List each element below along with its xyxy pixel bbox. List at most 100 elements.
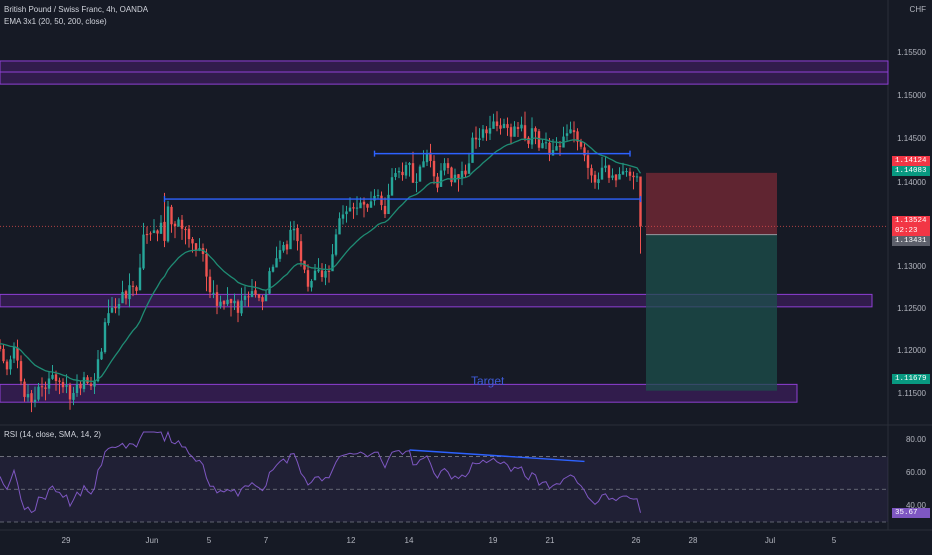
candle-body <box>404 165 408 176</box>
candle-body <box>226 299 229 305</box>
candle-body <box>628 171 632 176</box>
candle-body <box>457 174 460 180</box>
candle-body <box>327 270 331 272</box>
candle-body <box>499 125 502 129</box>
ema-indicator-legend[interactable]: EMA 3x1 (20, 50, 200, close) <box>4 17 107 26</box>
candle-body <box>208 276 212 293</box>
candle-body <box>233 300 236 304</box>
candle-body <box>114 307 117 309</box>
candle-body <box>632 175 635 178</box>
time-label: 5 <box>831 536 837 545</box>
candle-body <box>65 385 68 387</box>
candle-body <box>184 229 187 231</box>
candle-body <box>369 201 373 208</box>
price-tick: 1.12500 <box>897 304 926 313</box>
candle-body <box>163 221 166 241</box>
candle-body <box>100 351 103 360</box>
candle-body <box>485 129 488 134</box>
candle-body <box>446 163 450 168</box>
candle-body <box>152 230 156 234</box>
candle-body <box>548 142 551 155</box>
candle-body <box>429 152 432 162</box>
take-profit-area <box>646 234 777 391</box>
candle-body <box>72 393 75 400</box>
ema-line <box>0 137 642 383</box>
candle-body <box>488 128 492 134</box>
price-tag-ema: 1.14083 <box>892 166 930 176</box>
zone-rect <box>0 383 798 403</box>
candle-body <box>254 290 257 295</box>
candle-body <box>324 271 327 278</box>
candle-body <box>390 177 394 196</box>
candle-body <box>450 167 453 183</box>
candle-body <box>439 170 443 187</box>
candle-body <box>600 167 604 180</box>
price-tick: 1.15500 <box>897 48 926 57</box>
price-tag-entry: 1.13431 <box>892 236 930 246</box>
candle-body <box>555 146 558 151</box>
candle-body <box>387 194 390 215</box>
price-tag-target: 1.11679 <box>892 374 930 384</box>
candle-body <box>145 234 149 236</box>
candle-body <box>523 125 527 139</box>
candle-body <box>191 238 194 244</box>
price-tag-last: 1.13524 <box>892 216 930 226</box>
candle-body <box>89 383 93 387</box>
rsi-tick: 60.00 <box>905 468 926 477</box>
candle-body <box>527 137 530 144</box>
candle-body <box>138 267 142 291</box>
symbol-legend[interactable]: British Pound / Swiss Franc, 4h, OANDA <box>4 5 149 14</box>
candle-body <box>170 206 173 225</box>
price-tick: 1.11500 <box>897 389 926 398</box>
candle-body <box>292 228 296 231</box>
candle-body <box>285 244 289 250</box>
currency-label: CHF <box>909 5 926 14</box>
candle-body <box>177 219 180 227</box>
price-tick: 1.14000 <box>897 178 926 187</box>
candle-body <box>135 287 138 291</box>
candle-body <box>275 258 278 268</box>
price-tag-stop: 1.14124 <box>892 156 930 166</box>
candle-body <box>565 133 569 136</box>
candle-body <box>173 223 177 227</box>
time-label: 14 <box>404 536 414 545</box>
candle-body <box>614 174 618 181</box>
rsi-value-tag: 35.67 <box>892 508 930 518</box>
candle-body <box>47 378 51 389</box>
time-label: Jun <box>145 536 159 545</box>
candle-body <box>306 270 310 287</box>
candle-body <box>131 285 135 287</box>
candle-body <box>604 165 607 168</box>
candle-body <box>474 137 478 140</box>
rsi-tick: 80.00 <box>905 435 926 444</box>
candle-body <box>51 374 54 379</box>
candle-body <box>380 195 383 206</box>
candle-body <box>23 381 26 397</box>
candle-body <box>348 207 352 212</box>
rsi-line <box>0 430 641 514</box>
candle-body <box>61 382 65 388</box>
candle-body <box>506 124 509 128</box>
candle-body <box>397 171 401 173</box>
candle-body <box>411 163 415 183</box>
candle-body <box>124 291 128 299</box>
candle-body <box>219 301 222 307</box>
candle-body <box>247 296 250 298</box>
candle-body <box>341 214 345 219</box>
candle-body <box>282 245 285 251</box>
candle-body <box>54 374 58 381</box>
candle-body <box>33 399 37 403</box>
candle-body <box>180 219 184 229</box>
candle-body <box>296 228 299 242</box>
candle-body <box>12 346 16 359</box>
candle-body <box>30 393 33 403</box>
candle-body <box>310 281 313 288</box>
candle-body <box>502 123 506 129</box>
rsi-indicator-legend[interactable]: RSI (14, close, SMA, 14, 2) <box>4 430 101 439</box>
candle-body <box>222 300 226 305</box>
candle-body <box>611 175 614 178</box>
rsi-tick: 40.00 <box>905 501 926 510</box>
candle-body <box>460 170 464 179</box>
candle-body <box>415 181 418 183</box>
